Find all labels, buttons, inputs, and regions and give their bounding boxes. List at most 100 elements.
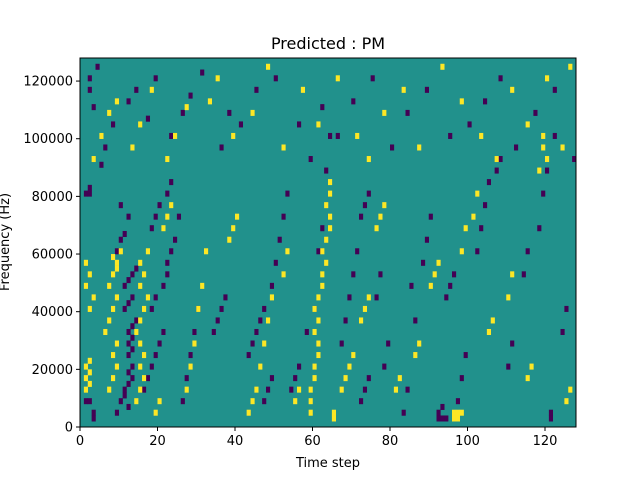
heatmap-cell-low	[91, 415, 96, 422]
heatmap-cell-low	[285, 190, 290, 197]
heatmap-cell-high	[91, 156, 96, 163]
heatmap-cell-high	[382, 202, 387, 209]
heatmap-cell-high	[91, 294, 96, 301]
heatmap-cell-high	[262, 340, 267, 347]
heatmap-cell-high	[111, 352, 116, 359]
heatmap-cell-high	[316, 294, 321, 301]
heatmap-cell-high	[204, 248, 209, 255]
heatmap-cell-high	[459, 98, 464, 105]
heatmap-cell-high	[297, 386, 302, 393]
heatmap-cell-high	[138, 317, 143, 324]
heatmap-cell-low	[486, 179, 492, 186]
heatmap-cell-high	[324, 259, 329, 266]
heatmap-cell-low	[111, 121, 116, 128]
heatmap-cell-high	[153, 409, 158, 416]
heatmap-cell-low	[320, 225, 325, 232]
heatmap-cell-low	[103, 144, 108, 151]
heatmap-cell-low	[211, 328, 216, 335]
heatmap-cell-high	[266, 63, 271, 70]
heatmap-cell-low	[560, 328, 565, 335]
heatmap-cell-low	[157, 202, 162, 209]
heatmap-cell-high	[118, 248, 123, 255]
heatmap-cell-low	[316, 248, 321, 255]
heatmap-cell-low	[262, 398, 267, 405]
heatmap-cell-low	[126, 369, 131, 376]
heatmap-cell-low	[308, 156, 313, 163]
heatmap-cell-high	[494, 156, 499, 163]
heatmap-cell-high	[99, 132, 104, 139]
heatmap-cell-low	[269, 282, 275, 289]
heatmap-cell-low	[413, 317, 418, 324]
heatmap-cell-high	[266, 317, 271, 324]
heatmap-cell-high	[452, 409, 457, 416]
heatmap-cell-low	[390, 144, 395, 151]
heatmap-cell-high	[87, 271, 92, 278]
heatmap-cell-low	[483, 98, 488, 105]
heatmap-cell-high	[138, 282, 143, 289]
heatmap-cell-high	[308, 386, 313, 393]
x-tick-label: 20	[149, 434, 166, 449]
heatmap-cell-high	[312, 328, 317, 335]
heatmap-cell-high	[308, 398, 313, 405]
x-axis: 0 20 40 60 80 100 120	[76, 427, 557, 449]
heatmap-cell-high	[378, 213, 383, 220]
heatmap-cell-high	[169, 202, 174, 209]
heatmap-cell-high	[343, 375, 348, 382]
heatmap-cell-low	[436, 409, 441, 416]
heatmap-cell-low	[173, 236, 178, 243]
heatmap-cell-low	[176, 213, 182, 220]
heatmap-cell-low	[269, 375, 275, 382]
heatmap-cell-low	[452, 271, 457, 278]
heatmap-cell-low	[126, 277, 131, 284]
heatmap-cell-low	[188, 352, 193, 359]
heatmap-cell-high	[525, 121, 530, 128]
plot-frame	[79, 57, 577, 428]
heatmap-cell-high	[293, 398, 298, 405]
heatmap-cell-high	[351, 352, 356, 359]
heatmap-cell-low	[479, 225, 484, 232]
heatmap-cell-low	[180, 109, 185, 116]
heatmap-cell-low	[122, 305, 127, 312]
heatmap-cell-low	[149, 363, 154, 370]
heatmap-cell-low	[537, 225, 542, 232]
heatmap-cell-low	[335, 132, 340, 139]
heatmap-cell-high	[138, 363, 143, 370]
heatmap-cell-low	[548, 415, 554, 422]
heatmap-cell-low	[405, 386, 410, 393]
y-axis-label: Frequency (Hz)	[0, 193, 13, 291]
heatmap-cell-high	[362, 305, 368, 312]
heatmap-cell-low	[483, 202, 488, 209]
heatmap-cell-high	[281, 144, 286, 151]
y-tick-label: 100000	[23, 132, 73, 147]
heatmap-cell-high	[207, 98, 213, 105]
x-tick-label: 40	[227, 434, 244, 449]
heatmap-cell-low	[370, 75, 375, 82]
heatmap-cell-high	[479, 132, 484, 139]
heatmap-cell-high	[510, 86, 515, 93]
x-tick-label: 0	[76, 434, 84, 449]
heatmap-cell-low	[440, 403, 445, 410]
heatmap-cell-low	[219, 305, 224, 312]
heatmap-cell-high	[316, 352, 321, 359]
heatmap-cell-low	[238, 121, 244, 128]
x-tick-label: 80	[382, 434, 399, 449]
x-axis-label: Time step	[295, 456, 360, 471]
heatmap-cell-high	[320, 248, 325, 255]
heatmap-cell-low	[347, 294, 352, 301]
heatmap-cell-low	[215, 317, 220, 324]
heatmap-cell-high	[192, 340, 197, 347]
heatmap-cell-low	[366, 375, 371, 382]
heatmap-cell-low	[339, 340, 344, 347]
heatmap-cell-low	[378, 271, 383, 278]
heatmap-cell-high	[339, 386, 344, 393]
heatmap-cell-high	[568, 386, 573, 393]
heatmap-cell-low	[440, 415, 445, 422]
heatmap-cell-low	[455, 398, 461, 405]
heatmap-cell-high	[459, 409, 464, 416]
heatmap-cell-high	[161, 225, 166, 232]
x-tick-label: 100	[455, 434, 480, 449]
heatmap-cell-low	[548, 409, 554, 416]
heatmap-cell-high	[510, 271, 515, 278]
heatmap-cell-high	[560, 144, 565, 151]
heatmap-cell-high	[250, 109, 255, 116]
